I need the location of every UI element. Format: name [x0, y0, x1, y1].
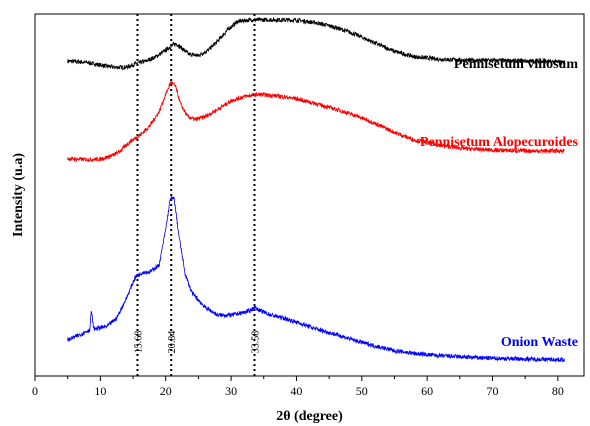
series-label: Onion Waste	[501, 335, 578, 350]
x-axis-title: 2θ (degree)	[276, 409, 343, 424]
x-tick-label: 80	[552, 384, 564, 398]
peak-markers: 15.68 20.84 33.58	[133, 14, 261, 376]
series-labels: Pennisetum villosum Pennisetum Alopecuroi…	[420, 57, 579, 350]
x-tick-label: 70	[487, 384, 499, 398]
series-label: Pennisetum villosum	[454, 57, 578, 72]
x-tick-label: 50	[356, 384, 368, 398]
series-lines	[67, 16, 565, 363]
x-tick-label: 40	[290, 384, 302, 398]
peak-value-label: 15.68	[133, 331, 144, 354]
series-label: Pennisetum Alopecuroides	[420, 135, 579, 150]
x-tick-label: 10	[94, 384, 106, 398]
series-line	[67, 80, 565, 163]
series-line	[67, 16, 565, 71]
axes: 0 10 20 30 40 50 60 70 80	[32, 13, 585, 398]
y-axis-title: Intensity (u.a)	[11, 153, 26, 237]
plot-frame	[34, 13, 585, 377]
x-tick-label: 20	[160, 384, 172, 398]
x-tick-label: 0	[32, 384, 38, 398]
x-tick-label: 60	[421, 384, 433, 398]
x-tick-label: 30	[225, 384, 237, 398]
peak-value-label: 20.84	[167, 331, 178, 354]
peak-value-label: 33.58	[250, 331, 261, 354]
series-line	[67, 195, 565, 363]
